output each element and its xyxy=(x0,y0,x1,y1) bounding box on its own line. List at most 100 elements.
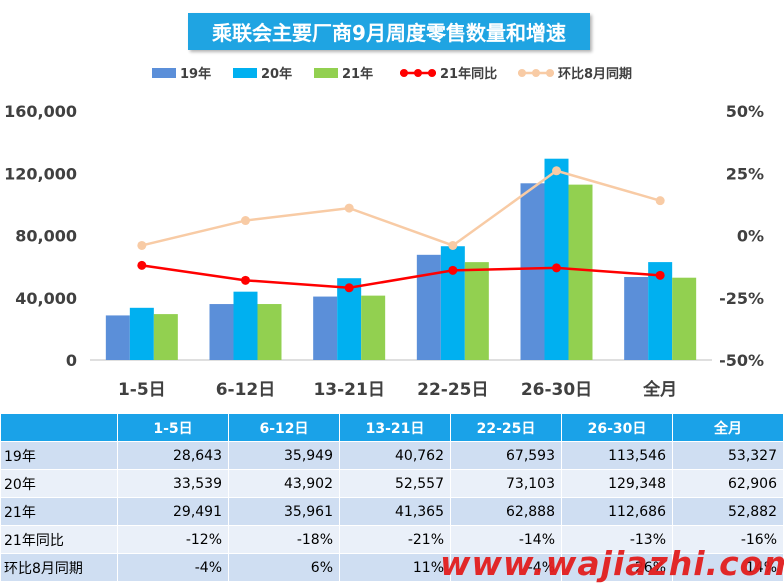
series-line xyxy=(141,264,661,290)
table-row: 环比8月同期 -4% 6% 11% -4% 26% 14% xyxy=(0,553,784,582)
table-row-label: 21年同比 xyxy=(0,525,118,554)
bar xyxy=(464,262,489,360)
table-cell: -4% xyxy=(450,553,562,582)
table-header-cell: 1-5日 xyxy=(117,413,229,442)
table-header-cell: 22-25日 xyxy=(450,413,562,442)
table-row-label: 20年 xyxy=(0,469,118,498)
y-left-tick-label: 0 xyxy=(66,351,77,370)
bar xyxy=(129,307,154,360)
table-row: 19年 28,643 35,949 40,762 67,593 113,546 53,327 xyxy=(0,441,784,470)
y-right-tick-label: -25% xyxy=(719,289,764,308)
data-table: 1-5日 6-12日 13-21日 22-25日 26-30日 全月 19年 28… xyxy=(0,413,784,582)
line-point xyxy=(137,260,147,270)
x-tick-label: 6-12日 xyxy=(216,380,276,400)
chart-plot: 19年 20年 21年 21年同比 环比8月同期 160,000 120,000 80,00… xyxy=(4,66,764,400)
bar xyxy=(440,246,465,360)
line-series xyxy=(137,166,665,293)
table-cell: -13% xyxy=(561,525,673,554)
y-left-tick-label: 160,000 xyxy=(4,102,77,121)
legend-swatch xyxy=(152,68,176,78)
table-cell: 41,365 xyxy=(339,497,451,526)
bar xyxy=(624,277,649,360)
line-point xyxy=(241,216,250,226)
table-row-label: 环比8月同期 xyxy=(0,553,118,582)
y-right-tick-label: -50% xyxy=(719,351,764,370)
bar xyxy=(520,183,545,360)
table-cell: -14% xyxy=(450,525,562,554)
line-point xyxy=(344,203,354,213)
table-cell: 40,762 xyxy=(339,441,451,470)
legend-label: 环比8月同期 xyxy=(558,66,632,82)
bar xyxy=(672,277,697,360)
table-cell: -12% xyxy=(117,525,229,554)
bar xyxy=(233,291,258,360)
series-line xyxy=(141,169,661,247)
legend-label: 21年同比 xyxy=(440,66,497,82)
table-cell: 52,882 xyxy=(672,497,784,526)
table-row-label: 21年 xyxy=(0,497,118,526)
legend-label: 21年 xyxy=(342,66,373,82)
y-left-tick-label: 40,000 xyxy=(15,289,77,308)
table-cell: 73,103 xyxy=(450,469,562,498)
table-cell: 67,593 xyxy=(450,441,562,470)
table-cell: 29,491 xyxy=(117,497,229,526)
y-left-tick-label: 80,000 xyxy=(15,227,77,246)
x-tick-label: 1-5日 xyxy=(118,380,166,400)
line-point xyxy=(448,265,458,275)
table-cell: 35,949 xyxy=(228,441,340,470)
y-right-tick-label: 0% xyxy=(737,227,764,246)
y-right-tick-label: 50% xyxy=(726,102,764,121)
line-point xyxy=(137,240,147,250)
chart-title: 乘联会主要厂商9月周度零售数量和增速 xyxy=(188,13,590,50)
legend-swatch xyxy=(233,68,257,78)
table-cell: 28,643 xyxy=(117,441,229,470)
table-cell: 43,902 xyxy=(228,469,340,498)
watermark: www.wajiazhi.com xyxy=(440,544,784,583)
table-cell: -18% xyxy=(228,525,340,554)
bar xyxy=(153,314,178,360)
x-tick-label: 26-30日 xyxy=(521,380,592,400)
legend-marker xyxy=(546,69,554,77)
bar xyxy=(416,254,441,360)
table-cell: 62,906 xyxy=(672,469,784,498)
bar xyxy=(313,296,338,360)
table-header-cell xyxy=(0,413,118,442)
legend-label: 20年 xyxy=(261,66,292,82)
table-cell: 113,546 xyxy=(561,441,673,470)
legend-marker xyxy=(532,69,540,77)
table-cell: -21% xyxy=(339,525,451,554)
table-cell: -4% xyxy=(117,553,229,582)
x-tick-label: 13-21日 xyxy=(313,380,384,400)
x-axis-labels: 1-5日 6-12日 13-21日 22-25日 26-30日 全月 xyxy=(118,379,677,400)
legend-marker xyxy=(400,69,408,77)
table-cell: -16% xyxy=(672,525,784,554)
table-header-cell: 26-30日 xyxy=(561,413,673,442)
legend-marker xyxy=(518,69,526,77)
table-cell: 53,327 xyxy=(672,441,784,470)
bar xyxy=(544,158,569,360)
bar xyxy=(361,295,386,360)
line-point xyxy=(655,270,665,280)
line-point xyxy=(655,196,665,206)
table-cell: 112,686 xyxy=(561,497,673,526)
table-row: 21年同比 -12% -18% -21% -14% -13% -16% xyxy=(0,525,784,554)
y-right-tick-label: 25% xyxy=(726,164,764,183)
table-header-row: 1-5日 6-12日 13-21日 22-25日 26-30日 全月 xyxy=(0,413,784,442)
table-cell: 14% xyxy=(672,553,784,582)
table-cell: 35,961 xyxy=(228,497,340,526)
legend-label: 19年 xyxy=(180,66,211,82)
y-left-tick-label: 120,000 xyxy=(4,164,77,183)
y-axis-left: 160,000 120,000 80,000 40,000 0 xyxy=(4,102,77,370)
table-header-cell: 6-12日 xyxy=(228,413,340,442)
table-header-cell: 13-21日 xyxy=(339,413,451,442)
table-cell: 129,348 xyxy=(561,469,673,498)
table-header-cell: 全月 xyxy=(672,413,784,442)
table-row-label: 19年 xyxy=(0,441,118,470)
legend-marker xyxy=(428,69,436,77)
line-point xyxy=(552,263,561,273)
legend-swatch xyxy=(314,68,338,78)
table-cell: 33,539 xyxy=(117,469,229,498)
line-point xyxy=(344,283,354,293)
bar xyxy=(257,304,282,360)
x-tick-label: 22-25日 xyxy=(417,380,488,400)
